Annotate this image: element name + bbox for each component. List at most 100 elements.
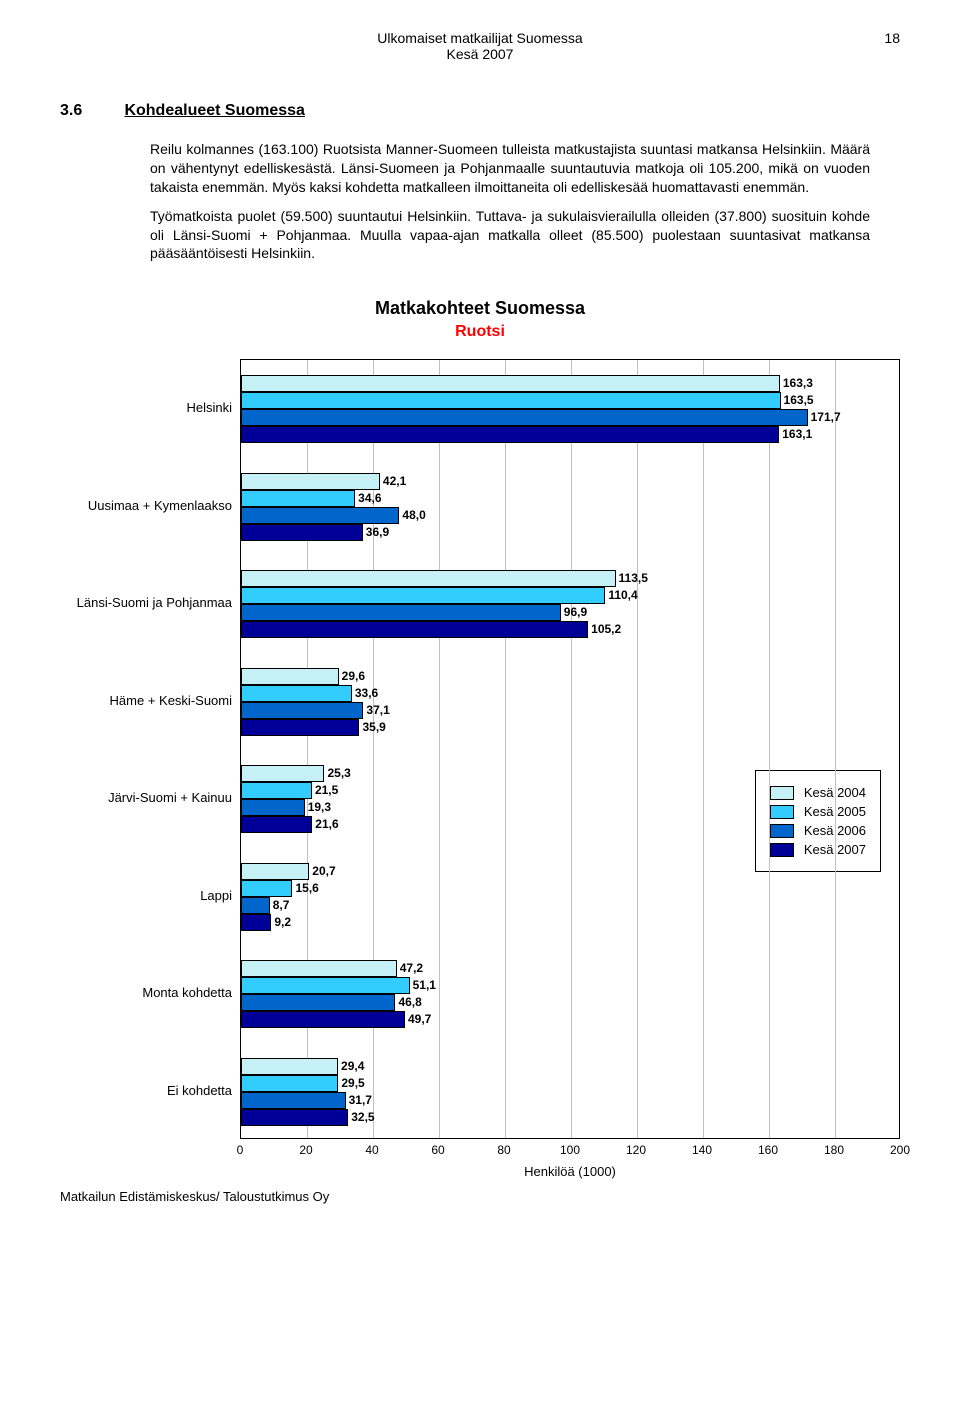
x-axis-title: Henkilöä (1000) (240, 1164, 900, 1179)
bar-value-label: 163,5 (784, 393, 814, 407)
footer-text: Matkailun Edistämiskeskus/ Taloustutkimu… (60, 1189, 329, 1204)
page-header: Ulkomaiset matkailijat Suomessa Kesä 200… (60, 30, 900, 62)
bar-value-label: 9,2 (274, 915, 291, 929)
bar-value-label: 19,3 (308, 800, 331, 814)
grid-line (505, 360, 506, 1138)
legend-swatch (770, 786, 794, 800)
bar (241, 977, 410, 994)
bar (241, 799, 305, 816)
bar-value-label: 105,2 (591, 622, 621, 636)
bar (241, 685, 352, 702)
bar-value-label: 31,7 (349, 1093, 372, 1107)
bar (241, 409, 808, 426)
grid-line (637, 360, 638, 1138)
bar-value-label: 32,5 (351, 1110, 374, 1124)
section-number: 3.6 (60, 102, 120, 120)
bar-value-label: 163,1 (782, 427, 812, 441)
legend: Kesä 2004Kesä 2005Kesä 2006Kesä 2007 (755, 770, 881, 872)
bar-value-label: 36,9 (366, 525, 389, 539)
bar (241, 1011, 405, 1028)
bar (241, 719, 359, 736)
bar-value-label: 163,3 (783, 376, 813, 390)
bar (241, 897, 270, 914)
grid-line (571, 360, 572, 1138)
bar (241, 702, 363, 719)
bar-value-label: 113,5 (619, 571, 648, 585)
chart: Matkakohteet Suomessa Ruotsi HelsinkiUus… (60, 298, 900, 1179)
header-title-line-1: Ulkomaiset matkailijat Suomessa (60, 30, 900, 46)
category-label: Järvi-Suomi + Kainuu (108, 790, 240, 805)
category-label: Ei kohdetta (167, 1083, 240, 1098)
x-tick-label: 180 (824, 1143, 844, 1157)
chart-subtitle: Ruotsi (60, 323, 900, 341)
legend-row: Kesä 2007 (770, 842, 866, 857)
grid-line (769, 360, 770, 1138)
bar (241, 880, 292, 897)
bar-value-label: 47,2 (400, 961, 423, 975)
x-tick-label: 140 (692, 1143, 712, 1157)
bar (241, 1092, 346, 1109)
category-label: Häme + Keski-Suomi (110, 693, 240, 708)
bar (241, 1058, 338, 1075)
x-tick-label: 120 (626, 1143, 646, 1157)
bar (241, 914, 271, 931)
category-label: Länsi-Suomi ja Pohjanmaa (77, 595, 240, 610)
body-text: Reilu kolmannes (163.100) Ruotsista Mann… (150, 140, 870, 263)
section-heading: 3.6 Kohdealueet Suomessa (60, 102, 900, 120)
legend-swatch (770, 805, 794, 819)
paragraph-2: Työmatkoista puolet (59.500) suuntautui … (150, 207, 870, 264)
bar-value-label: 29,5 (341, 1076, 364, 1090)
bar (241, 863, 309, 880)
bar (241, 524, 363, 541)
bar-value-label: 48,0 (402, 508, 425, 522)
bar (241, 587, 605, 604)
legend-row: Kesä 2006 (770, 823, 866, 838)
bar-value-label: 49,7 (408, 1012, 431, 1026)
bar (241, 507, 399, 524)
page-number: 18 (884, 30, 900, 46)
bar (241, 816, 312, 833)
bar (241, 668, 339, 685)
bar-value-label: 29,4 (341, 1059, 364, 1073)
bar (241, 1075, 338, 1092)
bar-value-label: 42,1 (383, 474, 406, 488)
bar (241, 570, 616, 587)
bar-value-label: 21,6 (315, 817, 338, 831)
bar (241, 960, 397, 977)
bar-value-label: 21,5 (315, 783, 338, 797)
x-tick-label: 160 (758, 1143, 778, 1157)
bar (241, 392, 781, 409)
paragraph-1: Reilu kolmannes (163.100) Ruotsista Mann… (150, 140, 870, 197)
bar (241, 426, 779, 443)
bar (241, 604, 561, 621)
x-tick-label: 80 (497, 1143, 510, 1157)
category-label: Helsinki (186, 400, 240, 415)
bar-value-label: 25,3 (327, 766, 350, 780)
x-tick-label: 40 (365, 1143, 378, 1157)
bar-value-label: 37,1 (366, 703, 389, 717)
x-axis-ticks: 020406080100120140160180200 (240, 1139, 900, 1159)
grid-line (439, 360, 440, 1138)
bar-value-label: 51,1 (413, 978, 436, 992)
bar (241, 1109, 348, 1126)
bar (241, 994, 395, 1011)
chart-title: Matkakohteet Suomessa (60, 298, 900, 319)
x-tick-label: 60 (431, 1143, 444, 1157)
x-tick-label: 20 (299, 1143, 312, 1157)
bar (241, 473, 380, 490)
category-label: Monta kohdetta (142, 985, 240, 1000)
section-title: Kohdealueet Suomessa (124, 102, 305, 119)
legend-row: Kesä 2005 (770, 804, 866, 819)
bar-value-label: 110,4 (608, 588, 637, 602)
bar (241, 375, 780, 392)
bar-value-label: 29,6 (342, 669, 365, 683)
bar-value-label: 20,7 (312, 864, 335, 878)
bar-value-label: 96,9 (564, 605, 587, 619)
bar (241, 490, 355, 507)
bar-value-label: 15,6 (295, 881, 318, 895)
x-tick-label: 100 (560, 1143, 580, 1157)
category-label: Lappi (200, 888, 240, 903)
x-tick-label: 200 (890, 1143, 910, 1157)
legend-swatch (770, 824, 794, 838)
bar-value-label: 34,6 (358, 491, 381, 505)
